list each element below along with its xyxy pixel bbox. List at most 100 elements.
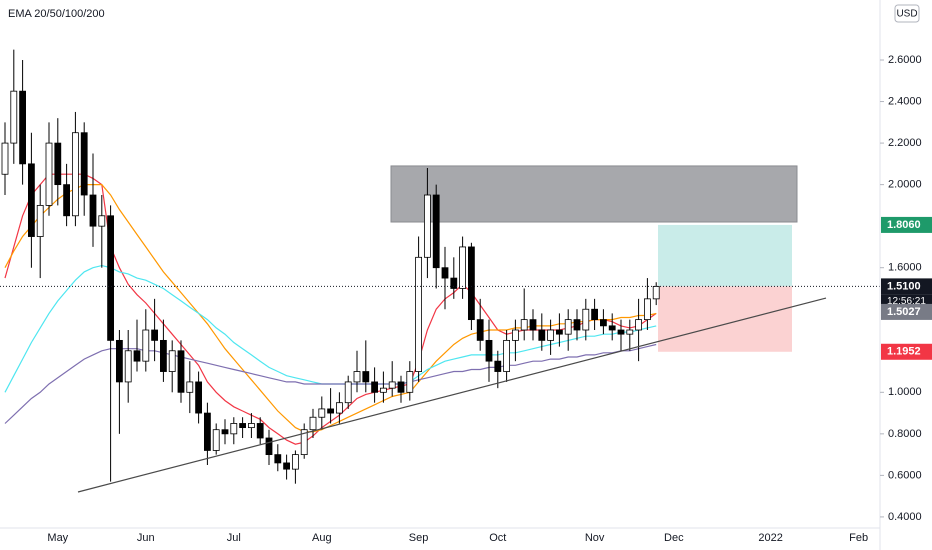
candle-body <box>168 350 176 372</box>
price-tag <box>881 303 932 320</box>
candle-body <box>388 381 396 389</box>
ema-line <box>4 343 657 424</box>
drawings-back <box>390 165 798 352</box>
x-tick-label: Jul <box>227 532 241 544</box>
candle-body <box>406 371 414 393</box>
candle-body <box>635 319 642 331</box>
candle-body <box>485 339 493 362</box>
candle-body <box>54 142 62 186</box>
y-tick-label: 2.6000 <box>888 54 922 66</box>
stop-zone <box>658 286 792 352</box>
candle-body <box>133 350 141 362</box>
candle-body <box>239 423 247 429</box>
candle-body <box>300 429 308 456</box>
supply-zone <box>390 165 798 223</box>
x-tick-label: Nov <box>585 532 605 544</box>
candle-body <box>72 132 79 217</box>
candle-body <box>247 423 255 429</box>
candle-body <box>600 319 607 327</box>
candle-body <box>450 277 458 289</box>
x-tick-label: Dec <box>664 532 684 544</box>
candle-body <box>423 194 431 258</box>
plot <box>1 49 660 484</box>
candle-body <box>441 267 449 279</box>
candle-body <box>397 381 405 393</box>
ema-line <box>4 184 657 433</box>
candle-body <box>512 329 519 341</box>
candle-body <box>36 204 44 237</box>
candle-body <box>195 381 203 414</box>
drawings-front <box>0 285 880 493</box>
candle-body <box>291 454 299 470</box>
candle-body <box>476 319 484 341</box>
candle-body <box>98 215 106 227</box>
candle-body <box>116 339 123 383</box>
candle-body <box>379 387 387 393</box>
candle-body <box>80 132 88 196</box>
price-tag-label: 1.5100 <box>887 280 921 292</box>
price-tag-label: 1.1952 <box>887 346 921 358</box>
candle-body <box>626 329 634 335</box>
candle-body <box>256 423 264 439</box>
candle-body <box>10 90 18 144</box>
candle-body <box>230 423 238 435</box>
currency[interactable]: USD <box>896 9 917 20</box>
candle-body <box>459 246 467 289</box>
candle-body <box>124 350 132 383</box>
candle-body <box>318 408 326 418</box>
candle-body <box>617 329 625 335</box>
candle-body <box>371 381 379 393</box>
candle-body <box>186 381 194 393</box>
trendline <box>77 297 827 493</box>
x-tick-label: May <box>47 532 68 544</box>
candle-body <box>573 319 581 331</box>
candle-body <box>582 308 590 331</box>
candle-body <box>353 371 361 383</box>
candle-body <box>344 381 352 404</box>
price-tag <box>881 343 932 360</box>
candle-body <box>27 163 35 237</box>
candle-body <box>1 142 9 175</box>
candle-body <box>203 412 211 451</box>
target-zone <box>658 224 792 287</box>
y-tick-label: 2.2000 <box>888 137 922 149</box>
candle-body <box>45 142 53 206</box>
x-tick-label: Sep <box>409 532 429 544</box>
price-tag-label: 1.5027 <box>887 306 921 318</box>
candle-body <box>89 194 97 227</box>
candle-body <box>151 329 159 341</box>
candle-body <box>538 329 546 341</box>
candle-body <box>283 462 291 470</box>
candle-body <box>494 360 502 372</box>
y-tick-label: 0.6000 <box>888 469 922 481</box>
price-tag <box>881 278 932 295</box>
currency-box[interactable] <box>894 4 920 23</box>
candle-body <box>644 298 651 321</box>
candle-body <box>212 429 220 451</box>
countdown: 12:56:21 <box>887 296 926 307</box>
candle-body <box>274 454 282 464</box>
y-tick-label: 0.8000 <box>888 428 922 440</box>
y-tick-label: 1.0000 <box>888 386 922 398</box>
candle-body <box>221 429 229 435</box>
candle-body <box>362 371 370 383</box>
y-tick-label: 2.4000 <box>888 95 922 107</box>
candle-body <box>19 90 27 165</box>
y-tick-label: 2.0000 <box>888 179 922 191</box>
candle-body <box>327 408 335 414</box>
price-tag-label: 1.8060 <box>887 219 921 231</box>
candle-body <box>529 319 537 331</box>
x-tick-label: Oct <box>489 532 506 544</box>
candle-body <box>107 215 114 341</box>
axes: 0.4000 0.6000 0.8000 1.0000 1.6000 2.0000 2.20… <box>47 54 932 544</box>
candle-body <box>608 325 616 331</box>
x-tick-label: Feb <box>849 532 868 544</box>
candle-body <box>503 339 511 372</box>
candle-body <box>520 319 528 331</box>
y-tick-label: 1.6000 <box>888 262 922 274</box>
candle-body <box>159 339 167 372</box>
candle-body <box>432 194 440 269</box>
x-tick-label: Jun <box>137 532 155 544</box>
candle-body <box>556 329 563 335</box>
